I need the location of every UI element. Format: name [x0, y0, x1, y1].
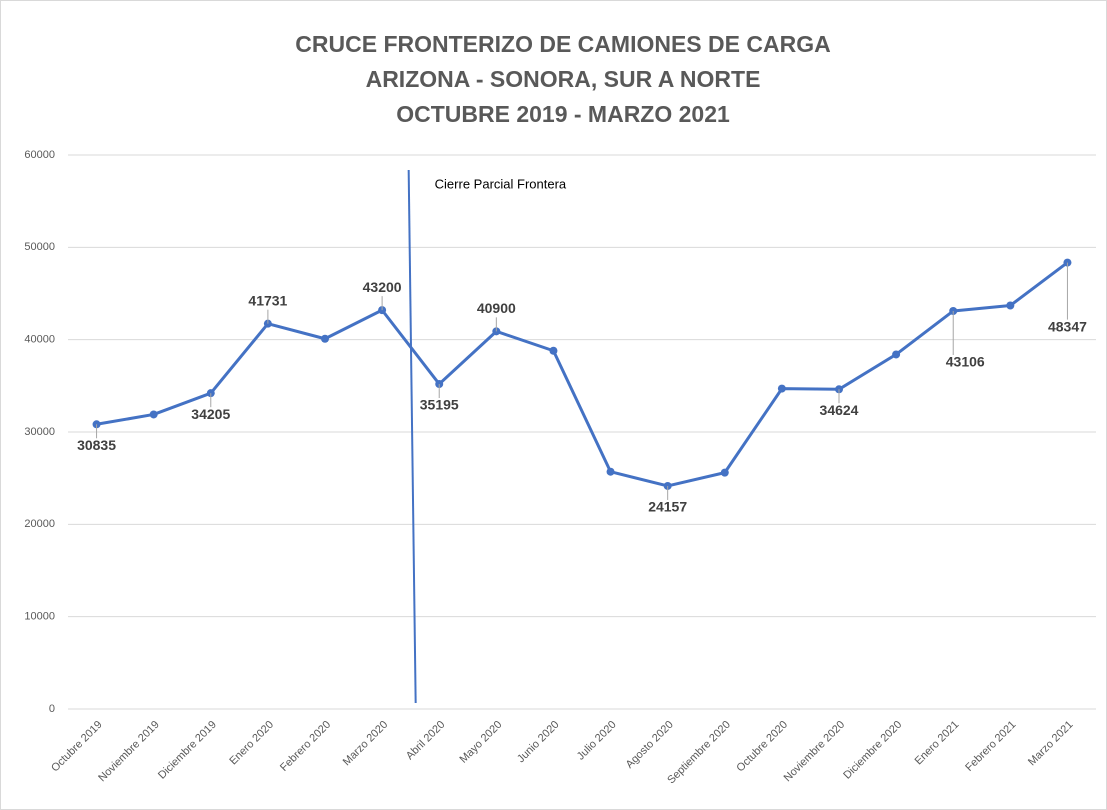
data-point	[777, 384, 786, 393]
y-tick-label: 20000	[24, 518, 55, 530]
data-label: 24157	[648, 499, 687, 515]
data-point	[606, 467, 615, 476]
data-label: 43200	[363, 279, 402, 295]
chart-title: CRUCE FRONTERIZO DE CAMIONES DE CARGA	[295, 31, 830, 57]
annotation-line	[407, 169, 417, 704]
data-label: 35195	[420, 397, 459, 413]
chart-title: ARIZONA - SONORA, SUR A NORTE	[366, 66, 761, 92]
data-point	[549, 346, 558, 355]
data-point	[892, 350, 901, 359]
y-tick-label: 30000	[24, 426, 55, 438]
data-label: 40900	[477, 300, 516, 316]
data-label: 34624	[820, 402, 859, 418]
y-tick-label: 10000	[24, 611, 55, 623]
series-line	[96, 261, 1069, 488]
chart-title: OCTUBRE 2019 - MARZO 2021	[396, 101, 730, 127]
annotation: Cierre Parcial Frontera	[435, 176, 567, 191]
data-label: 43106	[946, 354, 985, 370]
data-point	[149, 410, 158, 419]
data-label: 34205	[191, 406, 230, 422]
data-label: 41731	[248, 292, 287, 308]
y-tick-label: 50000	[24, 241, 55, 253]
y-tick-label: 60000	[24, 149, 55, 161]
y-tick-label: 0	[49, 703, 55, 715]
data-label: 30835	[77, 437, 116, 453]
data-label: 48347	[1048, 318, 1087, 334]
data-point	[1006, 301, 1015, 310]
data-point	[321, 334, 329, 343]
y-tick-label: 40000	[24, 334, 55, 346]
data-point	[720, 468, 729, 477]
